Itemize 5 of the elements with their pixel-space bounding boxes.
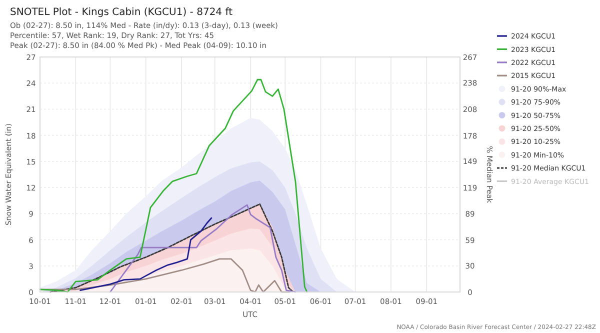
line-series bbox=[109, 204, 296, 293]
line-series bbox=[80, 217, 212, 291]
line-series bbox=[39, 78, 308, 293]
line-series bbox=[50, 203, 294, 293]
chart-title: SNOTEL Plot - Kings Cabin (KGCU1) - 8724 ft bbox=[10, 7, 233, 18]
